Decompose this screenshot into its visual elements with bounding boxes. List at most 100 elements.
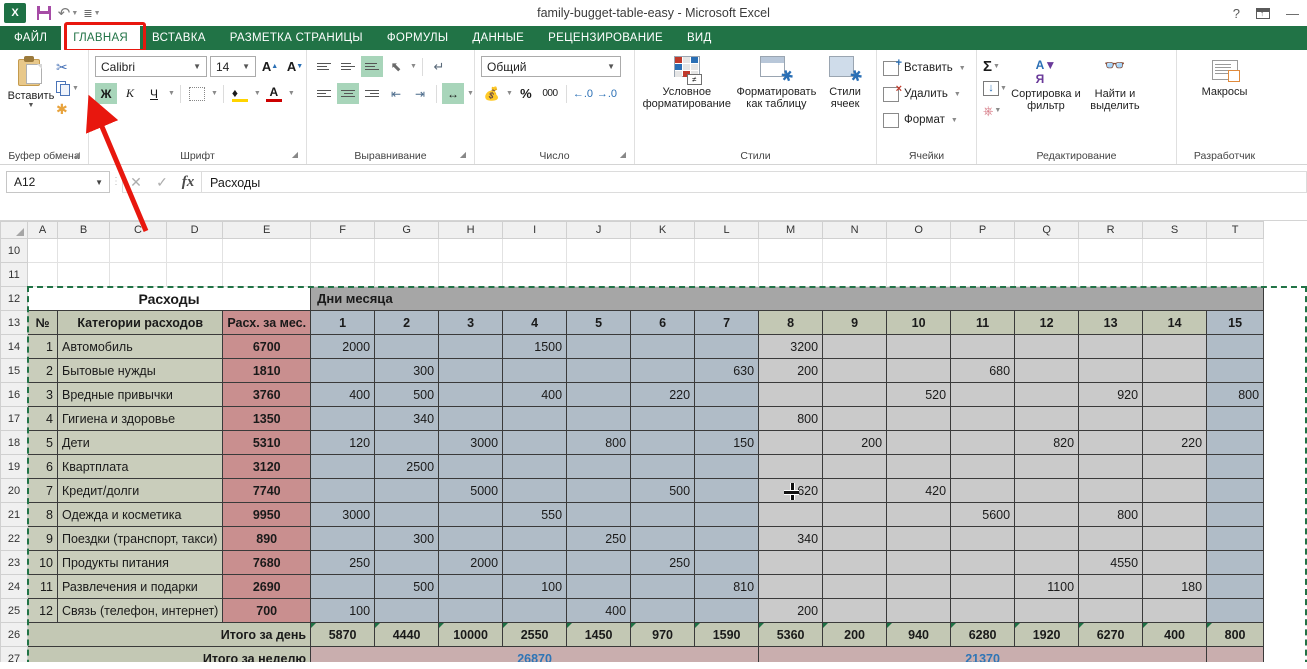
day-value-cell[interactable] (310, 526, 376, 551)
header-day-2[interactable]: 2 (374, 310, 440, 335)
macros-button[interactable]: Макросы (1190, 56, 1260, 98)
chevron-down-icon[interactable]: ▼ (410, 63, 417, 70)
grid-cell-empty[interactable] (630, 262, 696, 287)
day-value-cell[interactable] (438, 334, 504, 359)
day-value-cell[interactable] (886, 334, 952, 359)
day-value-cell[interactable]: 1100 (1014, 574, 1080, 599)
day-value-cell[interactable] (886, 406, 952, 431)
grid-cell-empty[interactable] (1142, 238, 1208, 263)
row-header-27[interactable]: 27 (0, 646, 28, 662)
row-number-cell[interactable]: 2 (27, 358, 58, 383)
row-number-cell[interactable]: 7 (27, 478, 58, 503)
daily-total-cell[interactable]: 2550 (502, 622, 568, 647)
day-value-cell[interactable] (694, 598, 760, 623)
tab-home[interactable]: ГЛАВНАЯ (61, 26, 141, 50)
fill-color-button[interactable]: ♦ (229, 83, 251, 104)
day-value-cell[interactable] (950, 526, 1016, 551)
daily-total-cell[interactable]: 4440 (374, 622, 440, 647)
day-value-cell[interactable] (438, 502, 504, 527)
day-value-cell[interactable] (822, 454, 888, 479)
day-value-cell[interactable] (566, 478, 632, 503)
day-value-cell[interactable] (566, 334, 632, 359)
day-value-cell[interactable] (1206, 406, 1265, 431)
day-value-cell[interactable] (502, 526, 568, 551)
tab-view[interactable]: ВИД (686, 32, 712, 44)
day-value-cell[interactable] (886, 454, 952, 479)
autosum-button[interactable]: Σ ▼ (983, 56, 1007, 77)
tab-formulas[interactable]: ФОРМУЛЫ (386, 32, 449, 44)
row-number-cell[interactable]: 12 (27, 598, 58, 623)
day-value-cell[interactable] (374, 478, 440, 503)
day-value-cell[interactable] (310, 406, 376, 431)
accounting-format-button[interactable]: 💰 (481, 83, 503, 104)
day-value-cell[interactable]: 500 (630, 478, 696, 503)
grid-cell-empty[interactable] (758, 238, 824, 263)
header-month-sum[interactable]: Расх. за мес. (222, 310, 312, 335)
day-value-cell[interactable] (1078, 574, 1144, 599)
column-header-d[interactable]: D (165, 221, 224, 239)
day-value-cell[interactable] (1206, 574, 1265, 599)
day-value-cell[interactable] (502, 550, 568, 575)
day-value-cell[interactable]: 1500 (502, 334, 568, 359)
day-value-cell[interactable]: 620 (758, 478, 824, 503)
days-of-month-header[interactable]: Дни месяца (310, 286, 1265, 311)
ribbon-display-options-icon[interactable] (1256, 7, 1270, 19)
day-value-cell[interactable] (1078, 358, 1144, 383)
font-color-button[interactable]: A (263, 83, 285, 104)
row-header-18[interactable]: 18 (0, 430, 28, 455)
day-value-cell[interactable] (1078, 478, 1144, 503)
grid-cell-empty[interactable] (165, 262, 224, 287)
day-value-cell[interactable] (566, 502, 632, 527)
row-header-24[interactable]: 24 (0, 574, 28, 599)
tab-review[interactable]: РЕЦЕНЗИРОВАНИЕ (548, 32, 663, 44)
day-value-cell[interactable]: 2000 (438, 550, 504, 575)
row-number-cell[interactable]: 10 (27, 550, 58, 575)
day-value-cell[interactable] (1142, 334, 1208, 359)
daily-total-cell[interactable]: 1450 (566, 622, 632, 647)
row-number-cell[interactable]: 4 (27, 406, 58, 431)
day-value-cell[interactable]: 150 (694, 430, 760, 455)
day-value-cell[interactable] (950, 334, 1016, 359)
grid-cell-empty[interactable] (1078, 238, 1144, 263)
day-value-cell[interactable]: 420 (886, 478, 952, 503)
day-value-cell[interactable]: 120 (310, 430, 376, 455)
confirm-entry-button[interactable]: ✓ (156, 174, 168, 190)
row-header-13[interactable]: 13 (0, 310, 28, 335)
header-day-5[interactable]: 5 (566, 310, 632, 335)
column-header-k[interactable]: K (630, 221, 696, 239)
row-header-16[interactable]: 16 (0, 382, 28, 407)
insert-function-button[interactable]: fx (181, 174, 195, 190)
row-number-cell[interactable]: 5 (27, 430, 58, 455)
grid-cell-empty[interactable] (950, 262, 1016, 287)
day-value-cell[interactable] (1142, 358, 1208, 383)
grid-cell-empty[interactable] (502, 238, 568, 263)
day-value-cell[interactable] (502, 598, 568, 623)
weekly-total-cell-3[interactable] (1206, 646, 1265, 662)
month-sum-cell[interactable]: 6700 (222, 334, 312, 359)
header-category[interactable]: Категории расходов (56, 310, 224, 335)
day-value-cell[interactable] (950, 382, 1016, 407)
grid-cell-empty[interactable] (1142, 262, 1208, 287)
day-value-cell[interactable] (374, 550, 440, 575)
day-value-cell[interactable]: 2000 (310, 334, 376, 359)
day-value-cell[interactable]: 180 (1142, 574, 1208, 599)
day-value-cell[interactable] (374, 334, 440, 359)
day-value-cell[interactable] (886, 574, 952, 599)
weekly-total-cell-2[interactable]: 21370 (758, 646, 1208, 662)
weekly-total-label[interactable]: Итого за неделю (26, 646, 312, 662)
day-value-cell[interactable] (502, 478, 568, 503)
row-header-19[interactable]: 19 (0, 454, 28, 479)
day-value-cell[interactable] (822, 334, 888, 359)
grid-cell-empty[interactable] (310, 262, 376, 287)
day-value-cell[interactable]: 400 (502, 382, 568, 407)
font-size-select[interactable]: 14 ▼ (210, 56, 256, 77)
day-value-cell[interactable] (502, 358, 568, 383)
borders-button[interactable] (186, 83, 208, 104)
day-value-cell[interactable] (950, 574, 1016, 599)
day-value-cell[interactable]: 630 (694, 358, 760, 383)
day-value-cell[interactable] (438, 382, 504, 407)
dialog-launcher-icon[interactable]: ◢ (459, 150, 466, 159)
tab-file[interactable]: ФАЙЛ (0, 26, 62, 50)
month-sum-cell[interactable]: 7740 (222, 478, 312, 503)
day-value-cell[interactable] (630, 430, 696, 455)
